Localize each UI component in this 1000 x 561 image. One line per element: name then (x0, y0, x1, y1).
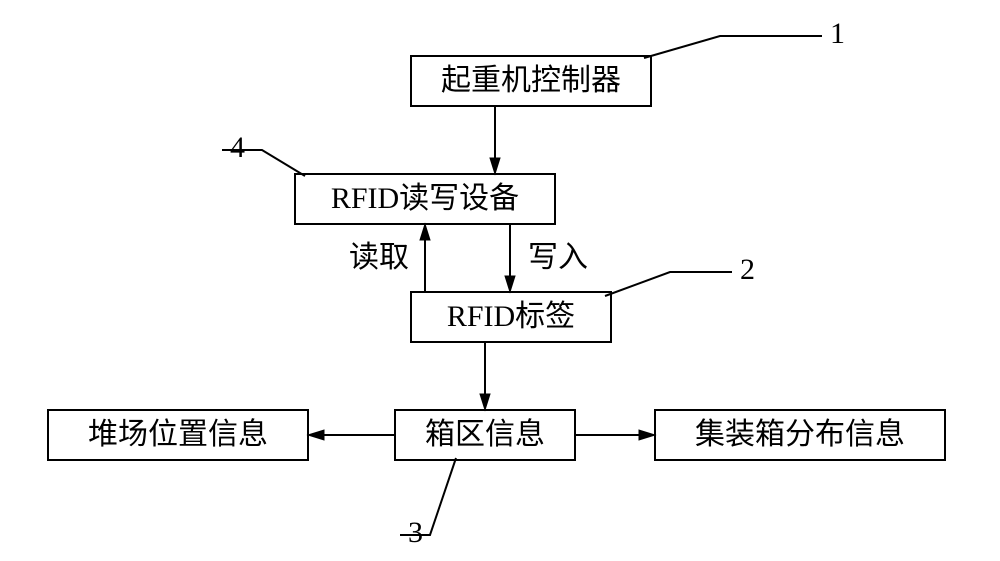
leader-number-2: 2 (740, 253, 755, 286)
node-label-crane_controller: 起重机控制器 (441, 64, 621, 97)
node-label-rfid_reader: RFID读写设备 (331, 182, 519, 215)
leader-number-4: 4 (230, 131, 245, 164)
edge-label-write: 写入 (528, 241, 588, 274)
edge-arrowhead-tag-to-reader-read (420, 224, 430, 240)
leader-line-2 (605, 272, 732, 296)
node-label-container_distribution: 集装箱分布信息 (695, 418, 905, 451)
edge-label-read: 读取 (349, 241, 409, 274)
edge-arrowhead-reader-to-tag-write (505, 276, 515, 292)
leader-number-1: 1 (830, 17, 845, 50)
leader-line-1 (644, 36, 822, 58)
leader-number-3: 3 (408, 516, 423, 549)
edge-arrowhead-tag-to-zone (480, 394, 490, 410)
flow-diagram: 起重机控制器 RFID读写设备 RFID标签箱区信息 堆场位置信息 集装箱分布信息 读取 写… (0, 0, 1000, 561)
edge-arrowhead-zone-to-yard (308, 430, 324, 440)
edge-arrowhead-crane-to-reader (490, 158, 500, 174)
node-label-zone_info: 箱区信息 (425, 418, 545, 451)
node-label-rfid_tag: RFID标签 (447, 300, 575, 333)
node-label-yard_position: 堆场位置信息 (88, 418, 268, 451)
edge-arrowhead-zone-to-container (639, 430, 655, 440)
